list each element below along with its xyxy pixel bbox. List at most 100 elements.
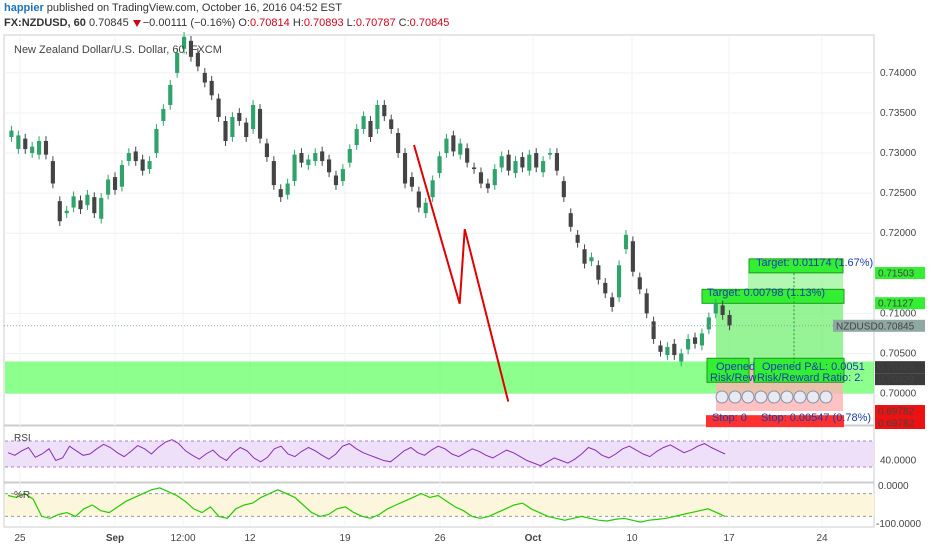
candle-body [223, 120, 228, 142]
price-axis[interactable]: 0.74000 0.73500 0.73000 0.72500 0.72000 0.710… [833, 68, 925, 430]
candle-body [106, 179, 111, 195]
stop-bar [706, 415, 844, 428]
event-flags[interactable] [715, 390, 833, 404]
event-flag-icon [741, 390, 755, 404]
price-axis-badge-text: 0.70329 [878, 363, 915, 374]
candle-body [444, 138, 449, 154]
pctr-line [7, 487, 726, 523]
open-value: 0.70814 [249, 17, 290, 29]
candle-body [30, 146, 35, 154]
time-tick-label: Sep [106, 533, 124, 544]
candle-body [658, 345, 663, 352]
candle-body [478, 172, 484, 184]
price-axis-badge-text: 0.70329 [878, 375, 915, 386]
candle-body [610, 297, 615, 307]
trend-lines[interactable] [413, 144, 510, 402]
rsi-indicator: RSI 40.0000 [5, 433, 917, 468]
candle-body [692, 337, 698, 344]
stop-label-2: Stop: 0.00547 (0.78%) [761, 412, 871, 424]
candle-body [285, 183, 290, 195]
price-tick-label: 0.72500 [880, 188, 917, 199]
candle-body [644, 293, 649, 314]
candle-body [430, 180, 435, 198]
risk-reward-label-1: Risk/Rew [710, 372, 757, 384]
time-tick-label: 12 [244, 533, 256, 544]
candle-body [202, 72, 207, 83]
price-axis-badge [875, 373, 925, 386]
candle-body [492, 169, 497, 186]
candle-body [50, 161, 55, 184]
candle-body [278, 189, 283, 198]
candle-body [71, 196, 76, 208]
price-axis-badge-text: 0.71127 [878, 299, 914, 310]
author-link[interactable]: happier [4, 2, 44, 14]
rsi-line [7, 439, 726, 467]
candle-body [472, 167, 477, 170]
candle-body [637, 277, 642, 290]
candle-body [292, 154, 297, 182]
candle-body [244, 122, 249, 138]
candle-body [409, 177, 414, 187]
candle-body [375, 104, 380, 129]
candle-body [340, 169, 345, 182]
candle-body [361, 116, 366, 129]
candle-body [320, 151, 325, 162]
williams-r-indicator: %R 0.0000 -100.0000 [5, 481, 921, 530]
chart-header: happier published on TradingView.com, Oc… [0, 0, 932, 34]
candle-body [541, 161, 546, 173]
position-boxes[interactable] [701, 258, 845, 428]
candle-body [64, 210, 69, 214]
candle-body [568, 213, 573, 227]
trend-line [413, 144, 461, 305]
pctr-band [5, 493, 874, 517]
candle-body [133, 151, 138, 162]
candles [9, 31, 732, 367]
price-tick-label: 0.70000 [880, 389, 917, 400]
symbol-label: FX:NZDUSD, 60 [4, 17, 86, 29]
candle-body [451, 135, 456, 152]
candle-body [85, 194, 90, 206]
price-change: −0.00111 (−0.16%) [142, 17, 236, 29]
low-value: 0.70787 [355, 17, 396, 29]
candle-body [582, 249, 587, 264]
pctr-axis-bottom: -100.0000 [876, 519, 921, 530]
candle-body [188, 40, 194, 57]
event-flag-icon [806, 390, 820, 404]
candle-body [389, 119, 394, 129]
candle-body [506, 154, 511, 171]
candle-body [99, 197, 104, 219]
target-label-short: Target: 0.00798 (1.13%) [707, 287, 825, 299]
price-axis-badge [875, 297, 925, 310]
symbol-badge [833, 319, 875, 332]
candle-body [617, 265, 622, 298]
candle-body [299, 153, 304, 163]
rsi-label: RSI [14, 433, 31, 444]
candle-body [92, 197, 97, 214]
candle-body [43, 141, 49, 155]
candle-body [271, 161, 276, 186]
position-labels: Target: 0.01174 (1.67%) Target: 0.00798 … [707, 257, 873, 424]
close-value: 0.70845 [409, 17, 450, 29]
candle-body [416, 191, 421, 208]
publish-info: published on TradingView.com, October 16… [43, 2, 342, 14]
price-axis-badge-text: 0.70845 [878, 321, 915, 332]
price-tick-label: 0.72000 [880, 228, 917, 239]
low-label: L: [346, 17, 356, 29]
event-flag-icon [754, 390, 768, 404]
publish-line: happier published on TradingView.com, Oc… [4, 2, 342, 14]
candle-body [119, 165, 124, 187]
candle-body [354, 128, 359, 146]
candle-body [57, 201, 62, 222]
candle-body [554, 153, 559, 171]
candle-body [347, 149, 352, 163]
target-badge-long [748, 258, 844, 274]
time-tick-label: Oct [525, 533, 542, 544]
candle-body [230, 116, 235, 138]
candle-body [699, 333, 704, 346]
target-label-long: Target: 0.01174 (1.67%) [756, 257, 873, 269]
price-axis-badge [875, 405, 925, 418]
risk-reward-label-2: Risk/Reward Ratio: 2. [757, 372, 863, 384]
candle-body [706, 317, 711, 330]
time-axis[interactable]: 25 Sep 12:00 12 19 26 Oct 10 17 24 [14, 533, 828, 544]
